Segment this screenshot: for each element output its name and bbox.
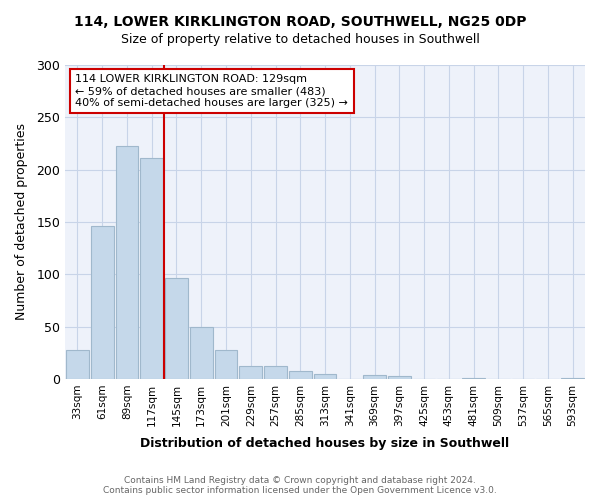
Bar: [91, 226, 113, 379]
Text: 114, LOWER KIRKLINGTON ROAD, SOUTHWELL, NG25 0DP: 114, LOWER KIRKLINGTON ROAD, SOUTHWELL, …: [74, 15, 526, 29]
Bar: [314, 374, 337, 379]
Bar: [264, 366, 287, 379]
Bar: [289, 370, 311, 379]
Bar: [239, 366, 262, 379]
Y-axis label: Number of detached properties: Number of detached properties: [15, 124, 28, 320]
Bar: [388, 376, 410, 379]
Bar: [116, 146, 139, 379]
Bar: [561, 378, 584, 379]
Bar: [190, 326, 212, 379]
Bar: [462, 378, 485, 379]
Bar: [140, 158, 163, 379]
Bar: [363, 374, 386, 379]
X-axis label: Distribution of detached houses by size in Southwell: Distribution of detached houses by size …: [140, 437, 509, 450]
Text: 114 LOWER KIRKLINGTON ROAD: 129sqm
← 59% of detached houses are smaller (483)
40: 114 LOWER KIRKLINGTON ROAD: 129sqm ← 59%…: [76, 74, 349, 108]
Text: Size of property relative to detached houses in Southwell: Size of property relative to detached ho…: [121, 32, 479, 46]
Bar: [165, 278, 188, 379]
Text: Contains HM Land Registry data © Crown copyright and database right 2024.
Contai: Contains HM Land Registry data © Crown c…: [103, 476, 497, 495]
Bar: [66, 350, 89, 379]
Bar: [215, 350, 238, 379]
